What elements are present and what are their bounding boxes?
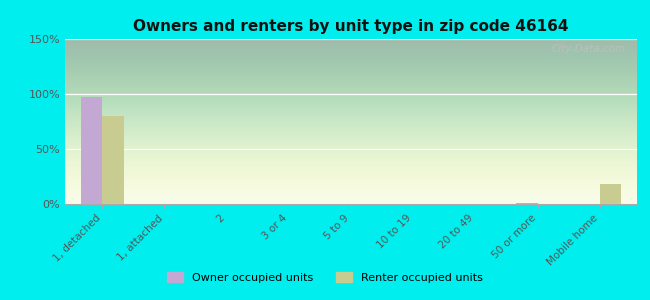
Legend: Owner occupied units, Renter occupied units: Owner occupied units, Renter occupied un… <box>161 267 489 288</box>
Bar <box>81 97 102 204</box>
Text: City-Data.com: City-Data.com <box>551 44 625 54</box>
Title: Owners and renters by unit type in zip code 46164: Owners and renters by unit type in zip c… <box>133 19 569 34</box>
Bar <box>102 116 124 204</box>
Bar <box>515 203 538 204</box>
Bar <box>600 184 621 204</box>
